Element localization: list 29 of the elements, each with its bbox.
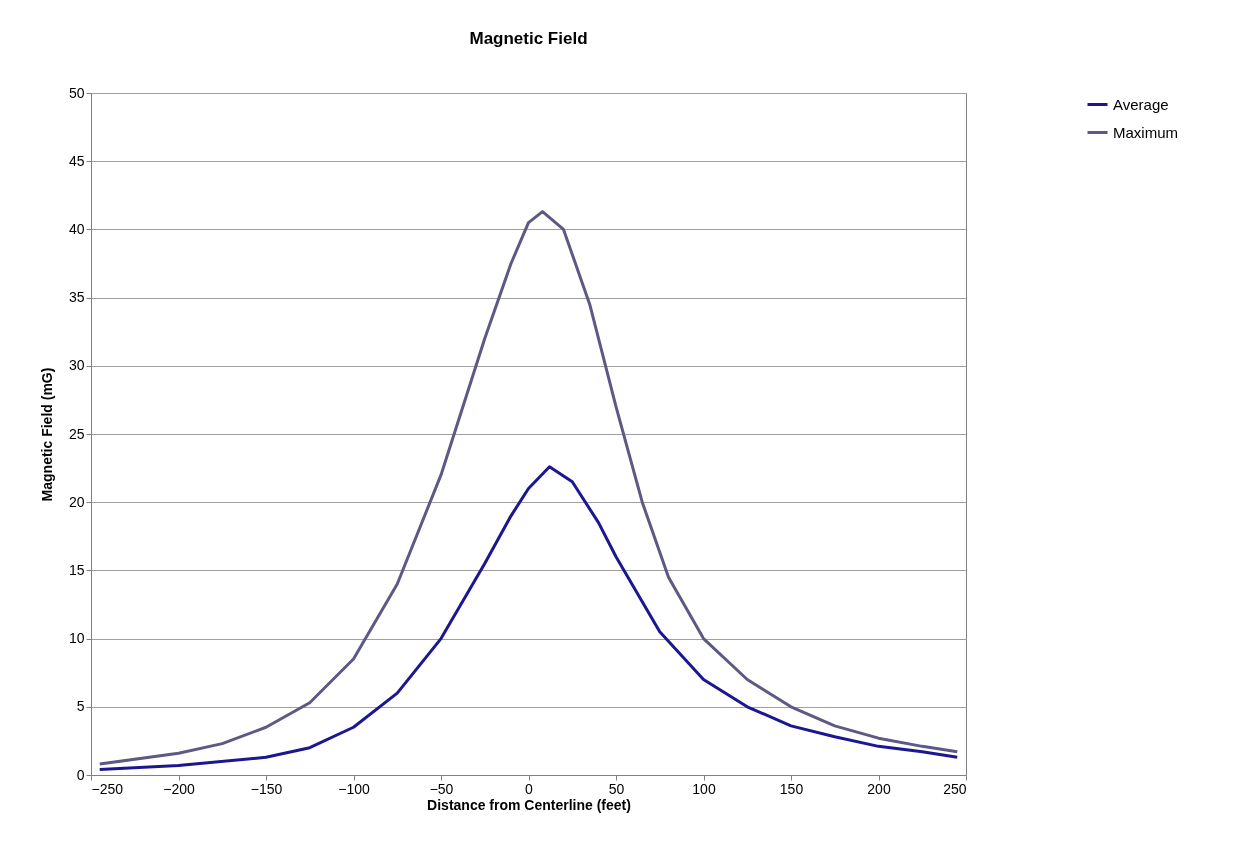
y-tick-label: 40 [68, 220, 85, 237]
x-tick-label: −50 [429, 780, 454, 797]
chart-title: Magnetic Field [469, 29, 588, 48]
y-axis-title: Magnetic Field (mG) [38, 367, 55, 502]
x-tick-label: 150 [779, 780, 804, 797]
y-tick-label: 5 [76, 698, 85, 715]
y-tick-label: 10 [68, 630, 85, 647]
x-tick-label: 100 [692, 780, 716, 797]
x-tick-label: −150 [250, 780, 283, 797]
y-tick-label: 20 [68, 493, 85, 510]
x-tick-label: −250 [91, 780, 124, 797]
legend-label: Average [1113, 95, 1169, 113]
y-tick-label: 0 [76, 766, 85, 783]
y-tick-label: 50 [68, 84, 85, 101]
x-tick-label: 200 [867, 780, 891, 797]
x-tick-label: −200 [163, 780, 195, 797]
y-tick-label: 35 [68, 289, 85, 306]
y-tick-label: 45 [68, 152, 85, 169]
line-series [98, 465, 959, 772]
legend-label: Maximum [1113, 123, 1179, 141]
x-tick-label: −100 [338, 780, 370, 797]
x-tick-label: 50 [608, 780, 625, 797]
x-tick-label: 0 [525, 780, 534, 797]
y-tick-label: 25 [68, 425, 85, 442]
x-axis-title: Distance from Centerline (feet) [427, 796, 631, 813]
line-series [98, 210, 959, 766]
x-tick-label: 250 [943, 780, 967, 797]
y-tick-label: 15 [68, 561, 85, 578]
y-tick-label: 30 [68, 357, 85, 374]
